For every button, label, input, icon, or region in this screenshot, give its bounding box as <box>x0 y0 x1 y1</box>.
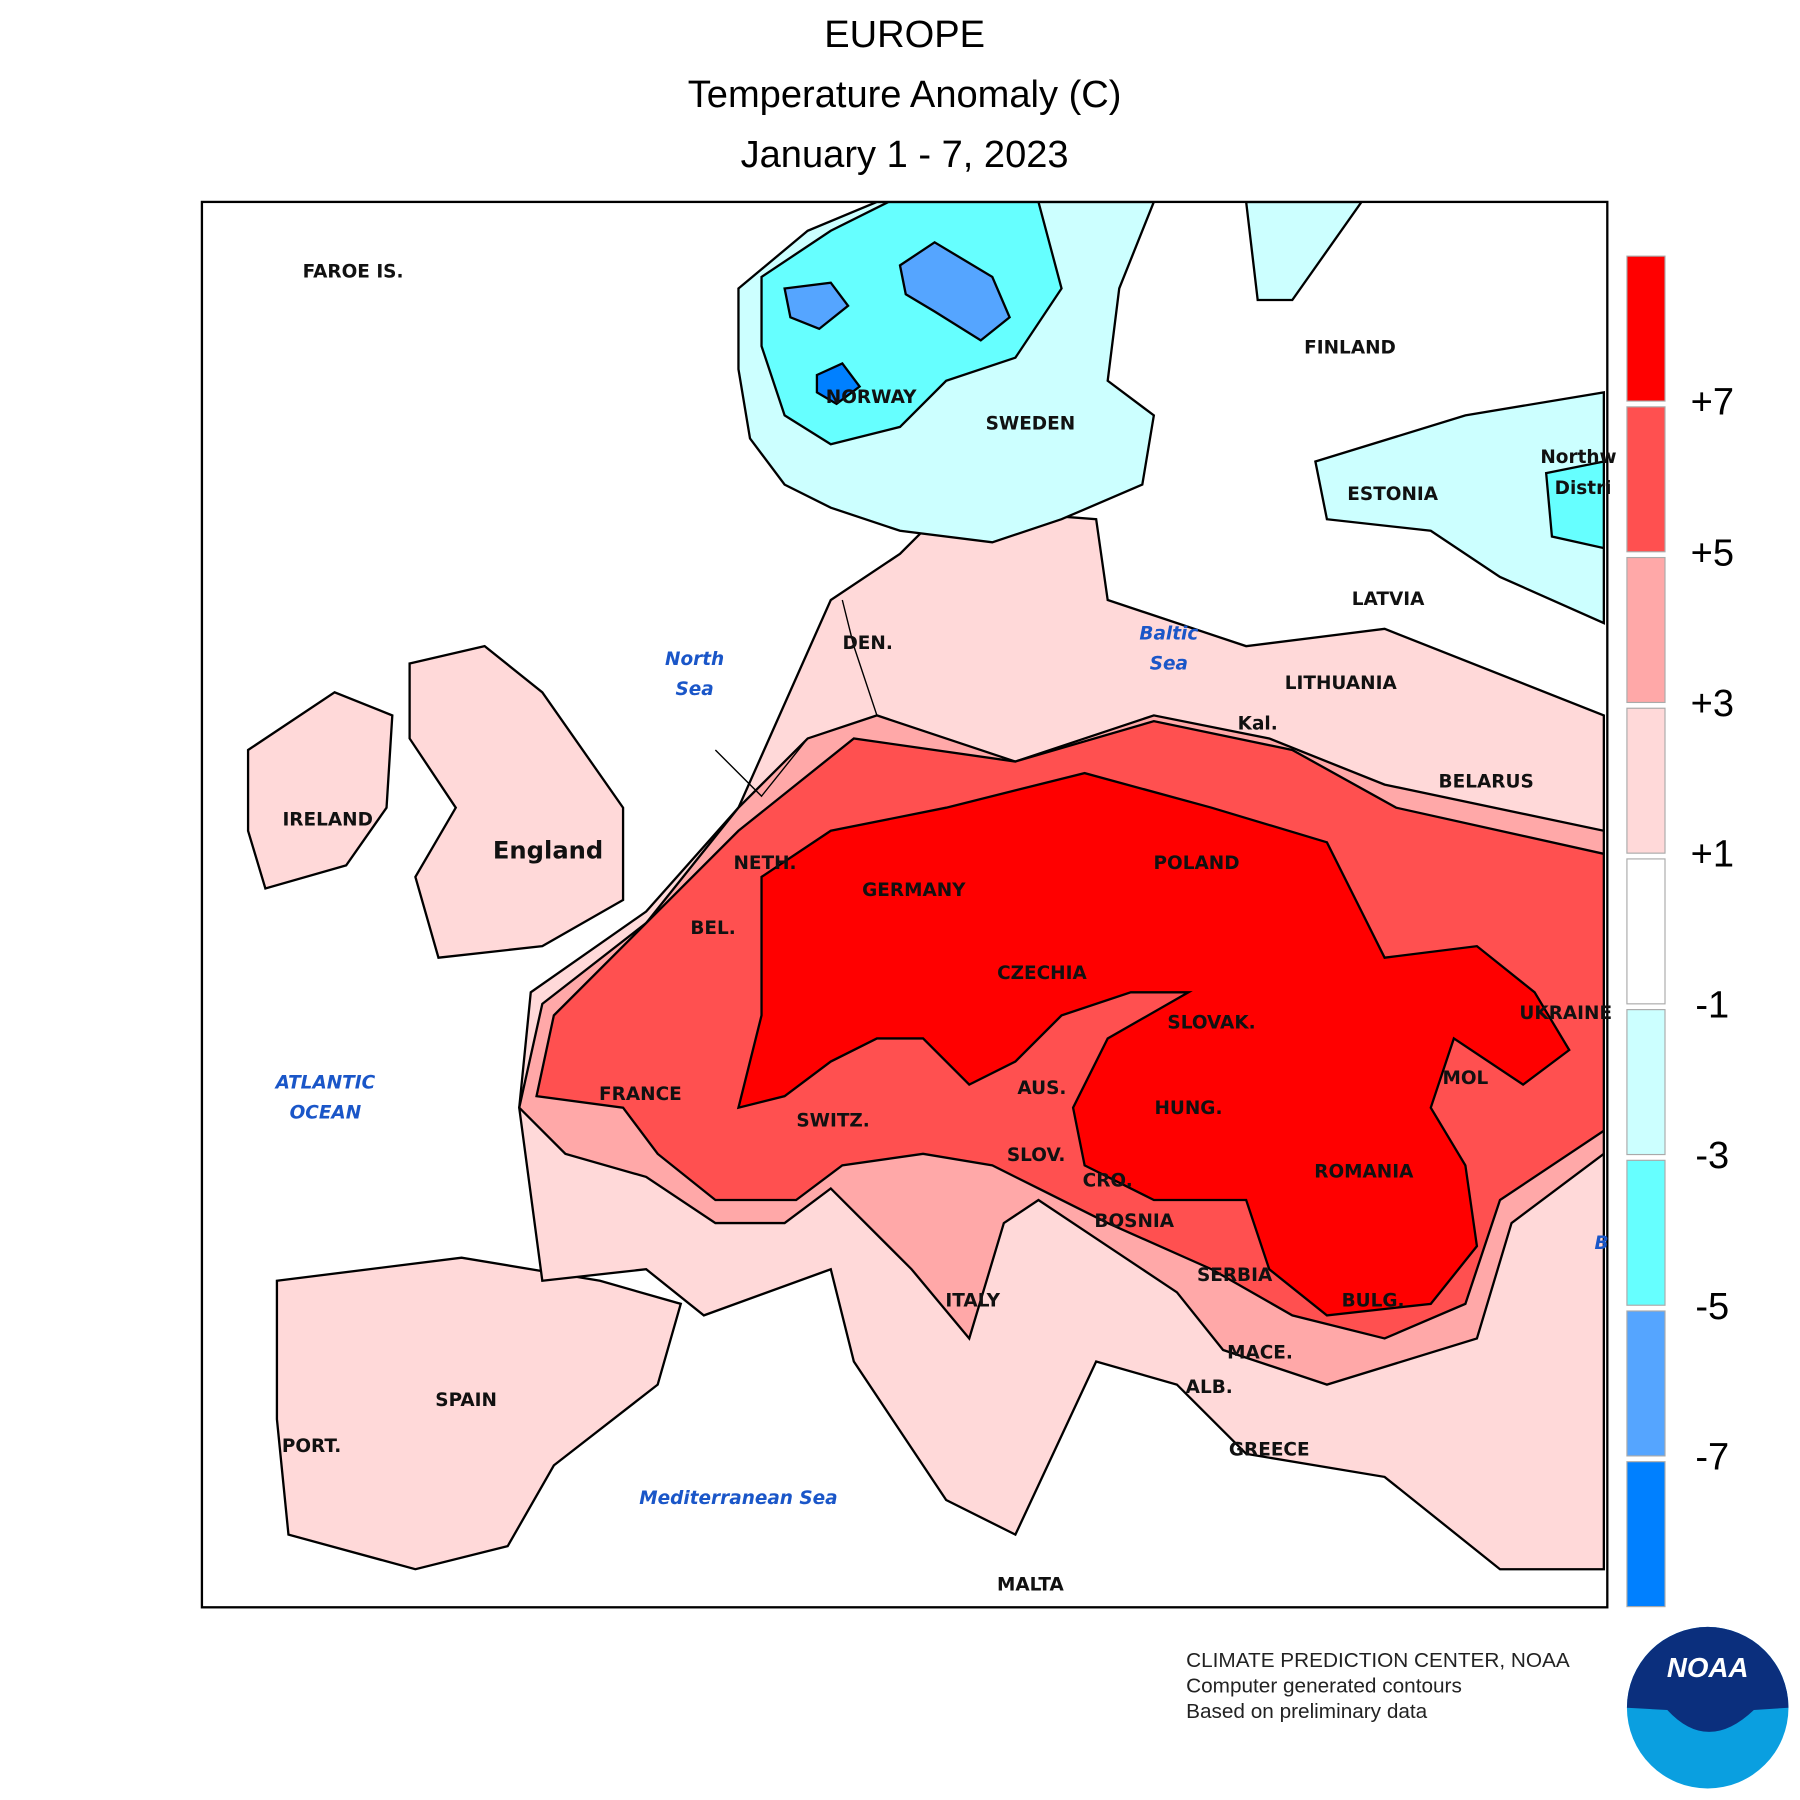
place-label: BEL. <box>690 918 735 939</box>
place-label: SWITZ. <box>796 1111 870 1132</box>
anomaly-region <box>408 644 625 959</box>
footer-line: Computer generated contours <box>1186 1674 1462 1697</box>
legend-tick: +1 <box>1691 834 1734 876</box>
sea-label: OCEAN <box>290 1102 362 1123</box>
place-label: DEN. <box>842 633 892 654</box>
logo-top <box>1626 1626 1789 1732</box>
legend-tick: +3 <box>1691 683 1734 725</box>
place-label: Northw <box>1540 447 1616 468</box>
place-label: FRANCE <box>599 1084 682 1105</box>
legend-swatch <box>1626 858 1666 1005</box>
place-label: LATVIA <box>1352 589 1425 610</box>
footer-line: Based on preliminary data <box>1186 1700 1428 1723</box>
place-label: ROMANIA <box>1314 1161 1414 1182</box>
place-label: England <box>493 837 603 865</box>
place-label: PORT. <box>282 1436 341 1457</box>
labels: FAROE IS. FINLAND NORWAY SWEDEN ESTONIA LATVI… <box>274 261 1617 1595</box>
place-label: GREECE <box>1229 1439 1310 1460</box>
place-label: ESTONIA <box>1347 484 1438 505</box>
anomaly-region <box>246 691 394 890</box>
place-label: ALB. <box>1186 1377 1233 1398</box>
legend-tick: -1 <box>1695 984 1729 1026</box>
place-label: SERBIA <box>1197 1265 1273 1286</box>
place-label: LITHUANIA <box>1285 673 1398 694</box>
legend-swatch <box>1626 1009 1666 1156</box>
place-label: AUS. <box>1017 1078 1066 1099</box>
logo-text: NOAA <box>1667 1652 1749 1683</box>
legend-swatch <box>1626 1461 1666 1608</box>
legend: +7 +5 +3 +1 -1 -3 -5 -7 <box>1626 255 1734 1608</box>
legend-swatch <box>1626 556 1666 704</box>
title-line: Temperature Anomaly (C) <box>688 74 1122 116</box>
place-label: BULG. <box>1342 1291 1405 1312</box>
legend-tick: +7 <box>1691 382 1734 424</box>
legend-swatch <box>1626 1159 1666 1306</box>
anomaly-region <box>1544 460 1605 550</box>
place-label: NORWAY <box>826 387 917 408</box>
legend-tick: +5 <box>1691 532 1734 574</box>
place-label: SLOV. <box>1007 1145 1066 1166</box>
place-label: BOSNIA <box>1094 1211 1174 1232</box>
legend-swatch <box>1626 406 1666 553</box>
place-label: MOL <box>1442 1068 1488 1089</box>
legend-swatch <box>1626 255 1666 402</box>
place-label: FAROE IS. <box>303 261 404 282</box>
place-label: ITALY <box>945 1291 1000 1312</box>
sea-label: Sea <box>675 679 713 700</box>
sea-label: Sea <box>1150 654 1188 675</box>
map-frame <box>200 200 1609 1609</box>
place-label: NETH. <box>733 853 796 874</box>
legend-swatch <box>1626 1310 1666 1457</box>
anomaly-region <box>783 281 850 331</box>
anomaly-region <box>815 362 862 406</box>
place-label: Kal. <box>1238 714 1278 735</box>
place-label: IRELAND <box>282 809 372 830</box>
sea-label: B <box>1594 1233 1608 1254</box>
anomaly-region <box>736 771 1571 1317</box>
legend-tick: -7 <box>1695 1436 1729 1478</box>
place-label: POLAND <box>1154 853 1240 874</box>
place-label: MALTA <box>997 1574 1065 1595</box>
legend-tick: -3 <box>1695 1135 1729 1177</box>
anomaly-region <box>1244 201 1363 302</box>
noaa-logo: NOAA <box>1626 1626 1789 1789</box>
anomaly-region <box>1314 390 1605 625</box>
place-label: SWEDEN <box>986 414 1076 435</box>
title-line: January 1 - 7, 2023 <box>741 134 1069 176</box>
anomaly-region <box>898 240 1012 342</box>
place-label: HUNG. <box>1154 1098 1222 1119</box>
legend-swatch <box>1626 707 1666 854</box>
place-label: CRO. <box>1083 1171 1133 1192</box>
place-label: SPAIN <box>435 1390 497 1411</box>
legend-tick: -5 <box>1695 1286 1729 1328</box>
place-label: FINLAND <box>1304 337 1396 358</box>
map-area <box>201 201 1608 1608</box>
place-label: CZECHIA <box>997 963 1087 984</box>
footer-line: CLIMATE PREDICTION CENTER, NOAA <box>1186 1649 1570 1672</box>
sea-label: Baltic <box>1139 624 1198 645</box>
coastline <box>714 599 878 798</box>
place-label: UKRAINE <box>1519 1003 1612 1024</box>
place-label: SLOVAK. <box>1167 1012 1255 1033</box>
sea-label: ATLANTIC <box>274 1072 376 1093</box>
place-label: MACE. <box>1227 1342 1293 1363</box>
sea-label: Mediterranean Sea <box>639 1488 837 1509</box>
place-label: BELARUS <box>1439 771 1534 792</box>
sea-label: North <box>665 649 724 670</box>
place-label: GERMANY <box>862 880 966 901</box>
place-label: Distri <box>1555 478 1612 499</box>
title-line: EUROPE <box>824 14 985 56</box>
